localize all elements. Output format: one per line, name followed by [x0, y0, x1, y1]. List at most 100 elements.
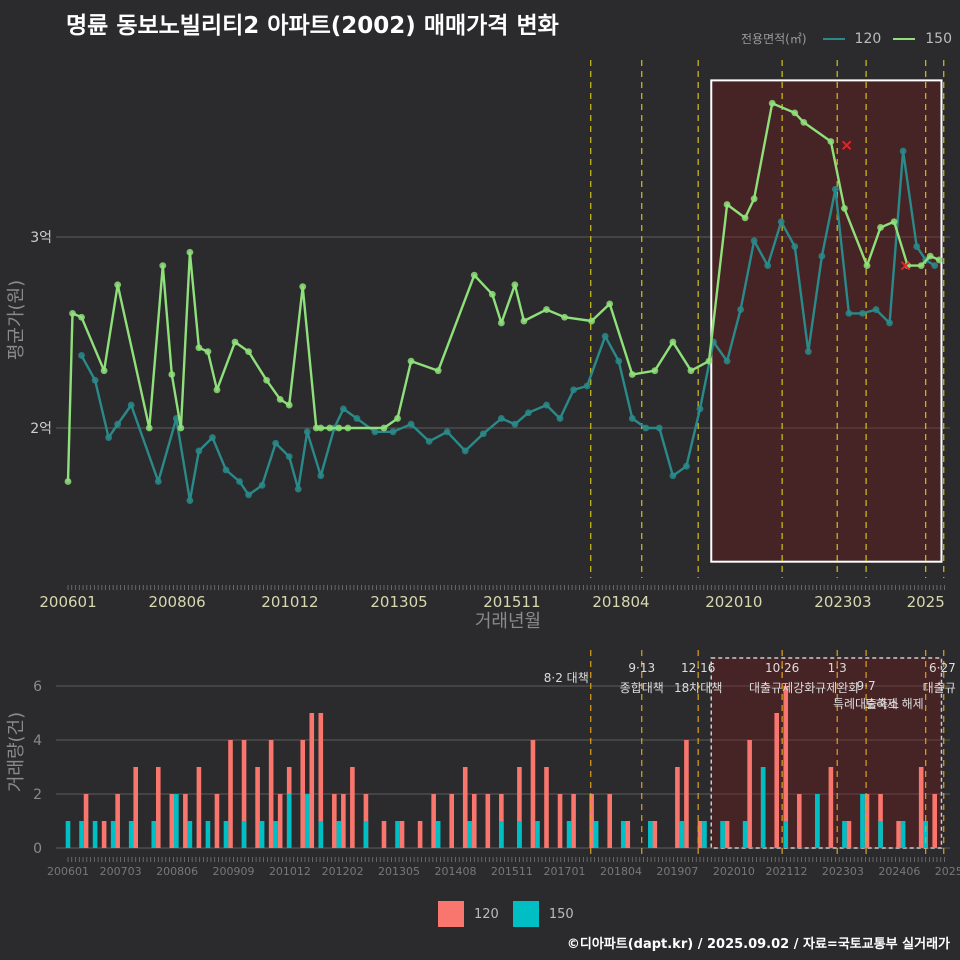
series-150-point — [263, 376, 271, 384]
series-120-point — [525, 409, 532, 417]
policy-annotation-text: 규제완화 — [815, 681, 859, 695]
price-x-tick-label: 201804 — [592, 593, 649, 611]
policy-annotation-text: 토허제 해제 — [865, 697, 924, 711]
series-120-point — [245, 491, 252, 499]
series-150-point — [791, 109, 799, 117]
series-120-point — [804, 348, 812, 355]
volume-bar-150 — [842, 821, 847, 848]
series-120-point — [209, 434, 216, 441]
volume-bar-120 — [471, 794, 477, 848]
volume-bar-150 — [467, 821, 473, 848]
series-150-point — [606, 300, 614, 308]
volume-bar-120 — [625, 821, 631, 848]
series-120-point — [777, 218, 785, 226]
volume-x-tick-label: 201012 — [269, 865, 311, 878]
series-120-point — [511, 420, 519, 428]
series-120-point — [750, 237, 758, 245]
series-120-point — [615, 357, 623, 365]
series-150-point — [276, 395, 284, 403]
volume-bar-150 — [65, 821, 71, 848]
series-120-point — [186, 497, 194, 504]
volume-bar-150 — [742, 821, 748, 848]
legend-label-120: 120 — [854, 30, 882, 47]
volume-x-tick-label: 200909 — [213, 865, 255, 878]
volume-bar-150 — [128, 821, 134, 848]
policy-annotation-text: 특례대출축소 — [833, 697, 899, 711]
volume-bar-120 — [228, 740, 233, 848]
series-150-point — [394, 415, 401, 422]
volume-bar-120 — [796, 794, 802, 848]
volume-x-tick-label: 200806 — [156, 865, 198, 878]
volume-bar-120 — [697, 821, 703, 848]
series-150-point — [64, 478, 72, 485]
series-150-point — [186, 248, 194, 256]
price-y-tick-label: 2억 — [30, 421, 52, 437]
volume-bar-150 — [174, 794, 179, 848]
series-150-point — [213, 386, 221, 394]
volume-bar-150 — [395, 821, 400, 848]
series-120-point — [258, 481, 266, 489]
policy-annotation-text: 종합대책 — [620, 680, 664, 695]
series-150-point — [344, 424, 352, 432]
series-120-point — [872, 306, 880, 313]
volume-bar-150 — [499, 821, 504, 848]
series-120-point — [407, 420, 415, 428]
series-150-point — [488, 290, 496, 298]
legend-box-label-120: 120 — [474, 906, 499, 922]
series-150-point — [168, 371, 176, 378]
volume-y-axis-title: 거래량(건) — [6, 712, 27, 792]
price-x-tick-label: 202303 — [814, 593, 871, 611]
volume-bar-150 — [79, 821, 84, 848]
volume-bar-120 — [485, 794, 491, 848]
volume-bar-150 — [900, 821, 906, 848]
volume-bar-120 — [846, 821, 852, 848]
series-120-point — [114, 420, 122, 428]
price-y-tick-label: 3억 — [30, 230, 52, 246]
volume-legend: 120 150 — [438, 901, 588, 927]
volume-bar-150 — [363, 821, 369, 848]
series-120-point — [236, 478, 243, 485]
series-120-point — [317, 472, 325, 480]
series-120-point — [461, 447, 469, 455]
series-150-point — [470, 271, 478, 279]
series-120-point — [371, 428, 379, 436]
volume-bar-150 — [878, 821, 883, 848]
series-120-point — [497, 415, 505, 422]
volume-bar-150 — [815, 794, 820, 848]
red-x-mark — [900, 260, 911, 271]
volume-bar-120 — [350, 767, 355, 848]
policy-annotation-text: 대출규제강화 — [749, 681, 815, 695]
series-150-point — [543, 306, 550, 313]
series-120-point — [628, 415, 636, 422]
volume-bar-150 — [110, 821, 116, 848]
volume-bar-120 — [318, 713, 324, 848]
volume-bar-120 — [196, 767, 202, 848]
volume-bar-120 — [83, 794, 89, 848]
legend-box-label-150: 150 — [548, 906, 574, 922]
volume-x-tick-label: 202406 — [878, 865, 920, 878]
series-120-point — [272, 439, 280, 447]
series-120-point — [832, 185, 839, 193]
volume-bar-150 — [435, 821, 441, 848]
series-120-point — [389, 428, 397, 436]
volume-bar-120 — [918, 767, 924, 848]
series-150-point — [628, 371, 636, 378]
series-150-point — [687, 367, 695, 375]
series-120-point — [222, 466, 230, 474]
volume-bar-150 — [286, 794, 292, 848]
volume-bar-120 — [675, 767, 680, 848]
volume-bar-120 — [517, 767, 522, 848]
series-150-point — [195, 344, 203, 352]
series-150-point — [511, 281, 519, 289]
series-150-point — [768, 99, 776, 107]
volume-bar-150 — [187, 821, 193, 848]
series-120-point — [845, 310, 853, 317]
series-120-point — [696, 405, 704, 413]
series-120-point — [294, 485, 302, 493]
volume-y-tick-label: 6 — [33, 679, 42, 695]
policy-annotation-date: 1·3 — [828, 661, 847, 675]
series-120-point — [105, 434, 113, 441]
series-150-point — [669, 338, 677, 346]
red-x-mark — [841, 140, 852, 151]
price-x-tick-label: 201012 — [261, 593, 318, 611]
